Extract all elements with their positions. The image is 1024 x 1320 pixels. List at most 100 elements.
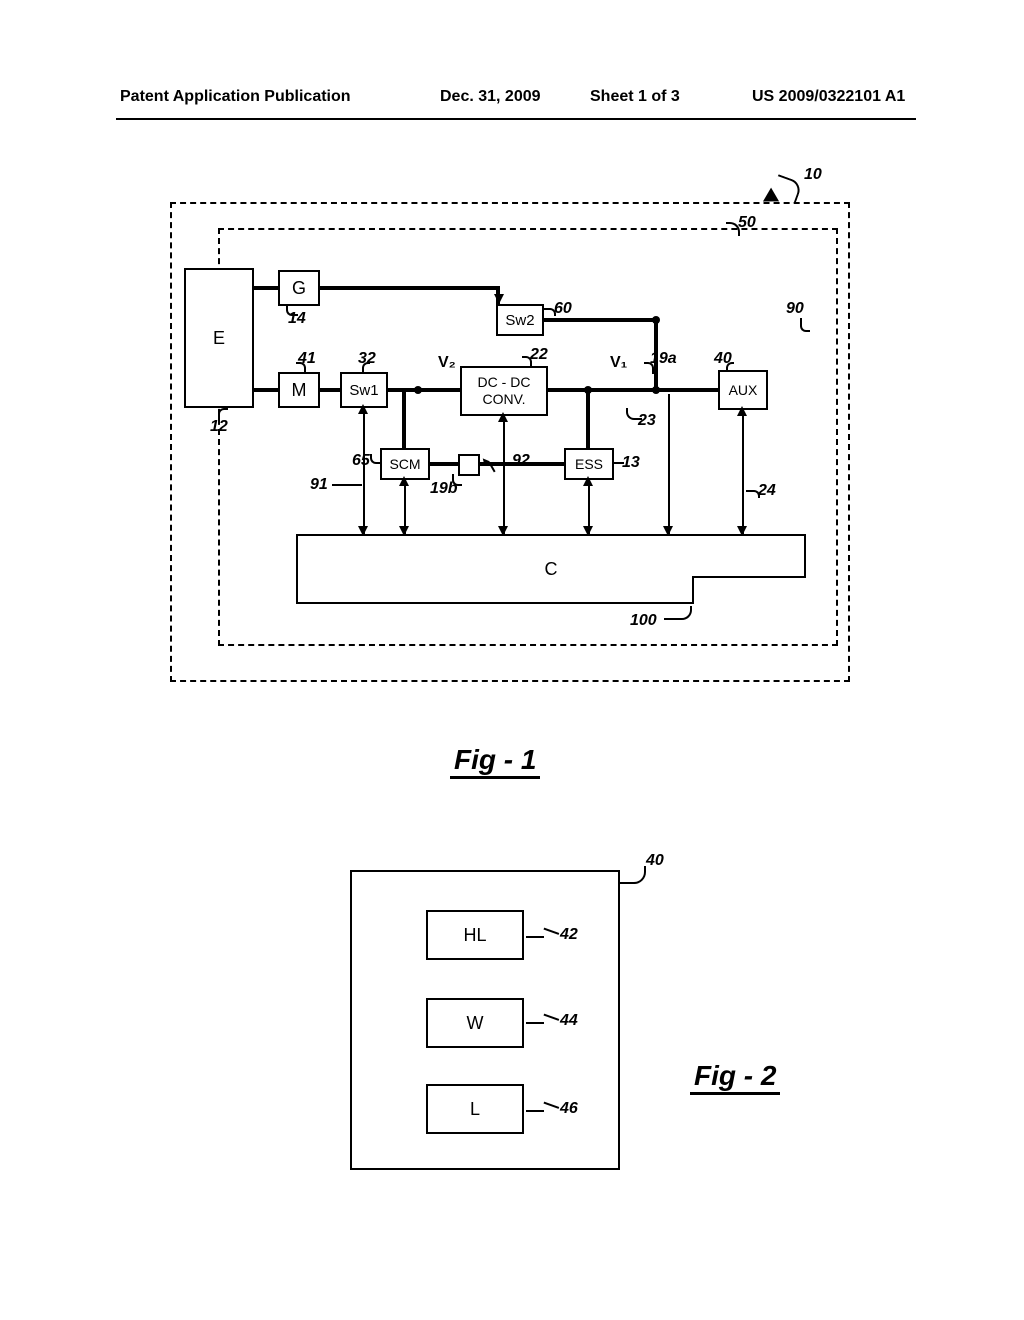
- block-E: E: [184, 268, 254, 408]
- label-C: C: [545, 559, 558, 580]
- wire-m-sw1: [320, 388, 340, 392]
- block-W: W: [426, 998, 524, 1048]
- ref-22: 22: [530, 346, 548, 364]
- wire-ess-up: [586, 392, 590, 450]
- ref-91: 91: [310, 476, 328, 494]
- node-v1: [652, 386, 660, 394]
- ref-100: 100: [630, 612, 657, 630]
- wire-sw2-right: [544, 318, 656, 322]
- header-pub: Patent Application Publication: [120, 88, 351, 106]
- header-sheet: Sheet 1 of 3: [590, 88, 680, 106]
- leader-13: [614, 462, 624, 464]
- label-W: W: [467, 1013, 484, 1034]
- figure-2: HL W L 40 42 44 46: [350, 870, 620, 1170]
- fig2-ref-44: 44: [560, 1012, 578, 1030]
- node-sw2-right: [652, 316, 660, 324]
- wire-e-m: [254, 388, 278, 392]
- wire-e-g: [254, 286, 278, 290]
- arrow-24-up: [737, 406, 747, 416]
- ref-13: 13: [622, 454, 640, 472]
- label-DCDC: DC - DC CONV.: [478, 374, 531, 408]
- wire-scm-19b: [430, 462, 458, 466]
- ref-50: 50: [738, 214, 756, 232]
- leader-65: [370, 454, 382, 464]
- block-AUX: AUX: [718, 370, 768, 410]
- arrow-v1-down: [663, 526, 673, 536]
- fig2-ref-46: 46: [560, 1100, 578, 1118]
- ctrl-v1: [668, 394, 670, 534]
- arrow-91-down: [358, 526, 368, 536]
- leader-40: [726, 362, 734, 372]
- label-AUX: AUX: [729, 382, 758, 398]
- figure-1-label: Fig - 1: [450, 744, 540, 779]
- leader-90: [800, 318, 810, 332]
- label-Sw2: Sw2: [505, 312, 534, 329]
- block-19b: [458, 454, 480, 476]
- header-pubno: US 2009/0322101 A1: [752, 88, 905, 106]
- wire-sw1-dcdc: [388, 388, 460, 392]
- leader-19b: [452, 474, 462, 486]
- label-Sw1: Sw1: [349, 382, 378, 399]
- block-L: L: [426, 1084, 524, 1134]
- leader-19a: [644, 362, 654, 374]
- ref-92: 92: [512, 452, 530, 470]
- arrow-sw2-in: [494, 294, 504, 304]
- block-DCDC: DC - DC CONV.: [460, 366, 548, 416]
- leader-12: [218, 408, 228, 422]
- ref-10: 10: [804, 166, 822, 184]
- ctrl-91: [363, 408, 365, 534]
- leader-22: [522, 356, 532, 368]
- leader-24: [746, 490, 760, 498]
- label-E: E: [213, 328, 225, 349]
- fig2-ref-40: 40: [646, 852, 664, 870]
- arrow-92-up: [498, 412, 508, 422]
- figure-1: 10 50 E G M Sw1 Sw2 DC - DC CONV.: [170, 172, 850, 692]
- fig2-leader-40: [620, 866, 646, 884]
- ctrl-24: [742, 410, 744, 534]
- ref-90: 90: [786, 300, 804, 318]
- header-rule: [116, 118, 916, 120]
- leader-32: [362, 362, 370, 374]
- sig-V1: V₁: [610, 354, 627, 372]
- fig2-ref-42: 42: [560, 926, 578, 944]
- leader-41: [296, 362, 306, 374]
- arrow-scm-up: [399, 476, 409, 486]
- block-G: G: [278, 270, 320, 306]
- label-M: M: [292, 380, 307, 401]
- leader-91: [332, 484, 362, 486]
- page: Patent Application Publication Dec. 31, …: [0, 0, 1024, 1320]
- arrow-ess-up: [583, 476, 593, 486]
- figure-2-label: Fig - 2: [690, 1060, 780, 1095]
- wire-scm-up: [402, 392, 406, 450]
- arrow-scm-down: [399, 526, 409, 536]
- ref-23: 23: [638, 412, 656, 430]
- header-date: Dec. 31, 2009: [440, 88, 541, 106]
- arrow-92-down: [498, 526, 508, 536]
- arrow-24-down: [737, 526, 747, 536]
- ref-60: 60: [554, 300, 572, 318]
- ref-19a: 19a: [650, 350, 677, 368]
- ref-24: 24: [758, 482, 776, 500]
- leader-60: [544, 308, 556, 316]
- block-Sw2: Sw2: [496, 304, 544, 336]
- label-G: G: [292, 278, 306, 299]
- block-HL: HL: [426, 910, 524, 960]
- block-Sw1: Sw1: [340, 372, 388, 408]
- label-ESS: ESS: [575, 456, 603, 472]
- ref-65: 65: [352, 452, 370, 470]
- label-SCM: SCM: [389, 456, 420, 472]
- leader-100: [664, 606, 692, 620]
- label-L: L: [470, 1099, 480, 1120]
- label-HL: HL: [463, 925, 486, 946]
- sig-V2: V₂: [438, 354, 456, 372]
- node-v2: [414, 386, 422, 394]
- wire-g-sw2a: [320, 286, 496, 290]
- arrow-ess-down: [583, 526, 593, 536]
- arrow-91-up: [358, 404, 368, 414]
- leader-14: [286, 306, 298, 316]
- block-M: M: [278, 372, 320, 408]
- block-100: [692, 576, 806, 604]
- wire-dcdc-aux: [548, 388, 718, 392]
- ctrl-92: [503, 416, 505, 534]
- node-ess: [584, 386, 592, 394]
